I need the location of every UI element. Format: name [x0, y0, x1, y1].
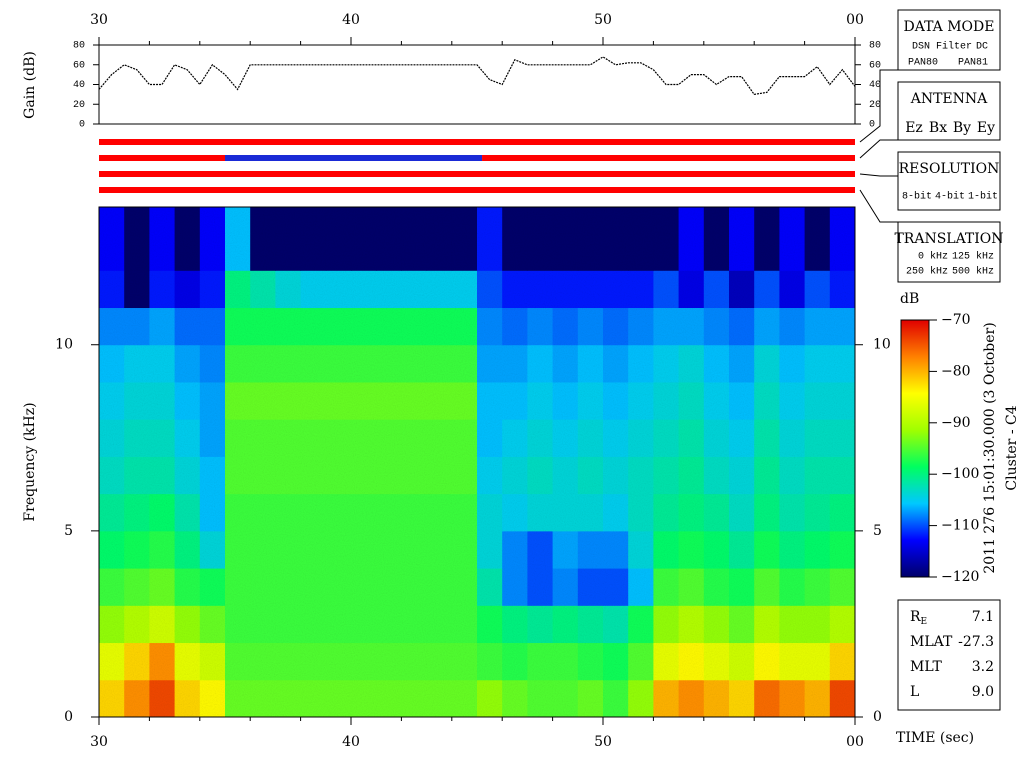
panel-item: 0 kHz [918, 251, 948, 263]
y-tick-label: 80 [869, 41, 881, 52]
status-segment [99, 139, 855, 145]
y-tick-label: 40 [73, 80, 85, 91]
info-label: MLT [910, 659, 942, 675]
panel-box [897, 221, 1001, 283]
y-tick-label: 5 [64, 523, 73, 539]
y-tick-label: 0 [79, 120, 85, 131]
colorbar-tick-label: −100 [941, 466, 979, 482]
colorbar-tick-label: −70 [941, 312, 971, 328]
panel-title: RESOLUTION [899, 161, 1000, 177]
frequency-axis-label: Frequency (kHz) [22, 402, 38, 521]
info-label-sub: E [921, 617, 928, 627]
x-tick-label: 30 [90, 734, 108, 750]
x-tick-label: 50 [594, 734, 612, 750]
panel-item: Ez [905, 120, 923, 136]
gain-frame [98, 44, 856, 125]
y-tick-label: 0 [873, 709, 882, 725]
spacecraft: Cluster - C4 [1004, 405, 1020, 490]
x-tick-label: 30 [90, 12, 108, 28]
info-value: 9.0 [972, 684, 994, 700]
y-tick-label: 60 [73, 60, 85, 71]
colorbar-tick-label: −120 [941, 569, 979, 585]
info-value: 3.2 [972, 659, 994, 675]
connectors [859, 69, 898, 223]
info-value: -27.3 [958, 634, 994, 650]
panel-item: 500 kHz [952, 266, 994, 278]
panel-box [897, 81, 1001, 141]
info-label: MLAT [910, 634, 953, 650]
colorbar-tick-label: −80 [941, 363, 971, 379]
texture [99, 207, 855, 717]
connector [859, 189, 898, 223]
x-tick-label: 00 [846, 12, 864, 28]
y-tick-label: 40 [869, 80, 881, 91]
colorbar-tick-label: −110 [941, 518, 979, 534]
gain-line [98, 56, 856, 96]
panel-item: 125 kHz [952, 251, 994, 263]
panel-item: 8-bit [902, 191, 932, 203]
panel-item: By [953, 120, 971, 136]
x-tick-label: 50 [594, 12, 612, 28]
y-tick-label: 10 [873, 337, 891, 353]
gain-axis-label: Gain (dB) [22, 51, 38, 119]
panel-item: Bx [929, 120, 947, 136]
status-segment [99, 187, 855, 193]
y-tick-label: 10 [55, 337, 73, 353]
spectrogram [99, 207, 855, 717]
panel-item: DSN [912, 42, 930, 53]
y-tick-label: 5 [873, 523, 882, 539]
panel-title: ANTENNA [910, 91, 988, 107]
panel-item: PAN80 [908, 58, 938, 69]
y-tick-label: 80 [73, 41, 85, 52]
y-tick-label: 60 [869, 60, 881, 71]
time-axis-label: TIME (sec) [896, 730, 974, 746]
colorbar-label: dB [900, 291, 919, 307]
panel-item: PAN81 [958, 58, 988, 69]
panel-item: 4-bit [935, 191, 965, 203]
panel-title: DATA MODE [904, 19, 995, 35]
panel-box [897, 151, 1001, 211]
y-tick-label: 0 [869, 120, 875, 131]
colorbar-tick-label: −90 [941, 415, 971, 431]
panel-item: 250 kHz [906, 266, 948, 278]
x-tick-label: 40 [342, 12, 360, 28]
info-label: L [910, 684, 919, 700]
spectrogram-frame [98, 206, 856, 718]
status-segment [99, 171, 855, 177]
panel-box [897, 9, 1001, 71]
connector [859, 139, 898, 159]
status-segment [482, 155, 855, 161]
x-tick-label: 40 [342, 734, 360, 750]
info-value: 7.1 [972, 609, 994, 625]
panel-title: TRANSLATION [894, 231, 1003, 247]
colorbar [900, 319, 930, 578]
status-segment [225, 155, 483, 161]
info-box [897, 599, 1001, 711]
panel-item: Filter [936, 41, 972, 53]
y-tick-label: 20 [869, 100, 881, 111]
panel-item: Ey [977, 120, 995, 136]
panel-item: 1-bit [968, 191, 998, 203]
x-tick-label: 00 [846, 734, 864, 750]
y-tick-label: 0 [64, 709, 73, 725]
timestamp: 2011 276 15:01:30.000 (3 October) [982, 322, 998, 573]
status-segment [99, 155, 225, 161]
connector [859, 173, 898, 177]
panel-item: DC [976, 42, 988, 53]
connector [859, 69, 898, 143]
y-tick-label: 20 [73, 100, 85, 111]
